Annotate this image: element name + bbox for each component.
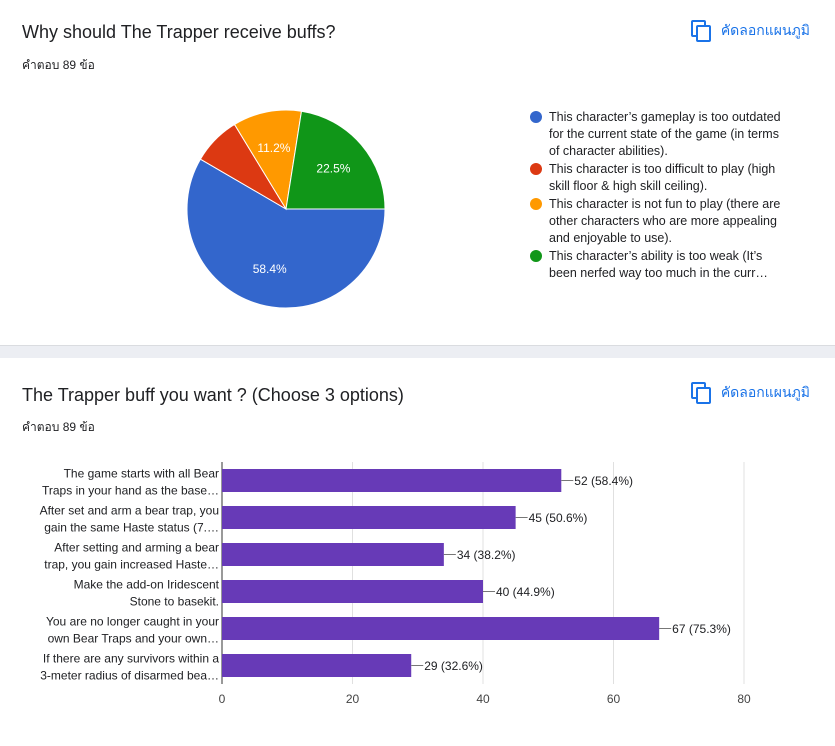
- card-divider: [0, 345, 835, 358]
- legend-item: This character’s ability is too weak (It…: [530, 248, 785, 282]
- question-title: Why should The Trapper receive buffs?: [22, 22, 336, 42]
- response-count: คำตอบ 89 ข้อ: [22, 420, 95, 434]
- category-label: own Bear Traps and your own…: [48, 632, 219, 646]
- legend-item: This character’s gameplay is too outdate…: [530, 109, 785, 160]
- bar-value-label: 34 (38.2%): [457, 548, 516, 562]
- category-label: Traps in your hand as the base…: [42, 484, 219, 498]
- legend-label: This character is not fun to play (there…: [549, 197, 781, 245]
- bar-value-label: 52 (58.4%): [574, 474, 633, 488]
- question-title: The Trapper buff you want ? (Choose 3 op…: [22, 385, 404, 405]
- x-tick-label: 20: [346, 692, 360, 706]
- category-label: If there are any survivors within a: [43, 652, 219, 666]
- bar-value-label: 67 (75.3%): [672, 622, 731, 636]
- legend-dot-blue: [530, 111, 542, 123]
- bar-value-label: 40 (44.9%): [496, 585, 555, 599]
- bar: [222, 469, 562, 492]
- category-label: trap, you gain increased Haste…: [44, 558, 219, 572]
- bar: [222, 506, 516, 529]
- bar-chart: 0 20 40 60 80 52 (58.4%) The game starts with …: [40, 462, 751, 706]
- copy-icon: [690, 382, 711, 404]
- category-label: Make the add-on Iridescent: [74, 578, 220, 592]
- pie-slice: [233, 109, 303, 211]
- pie-slice-label: 58.4%: [253, 262, 287, 276]
- pie-legend: This character’s gameplay is too outdate…: [530, 109, 785, 283]
- copy-chart-label: คัดลอกแผนภูมิ: [720, 22, 810, 38]
- bar: [222, 580, 483, 603]
- x-tick-label: 80: [737, 692, 751, 706]
- legend-label: This character’s gameplay is too outdate…: [549, 110, 781, 158]
- bar-value-label: 45 (50.6%): [529, 511, 588, 525]
- category-label: After set and arm a bear trap, you: [40, 504, 219, 518]
- category-label: Stone to basekit.: [130, 595, 219, 609]
- pie-slice: [186, 158, 386, 309]
- response-count: คำตอบ 89 ข้อ: [22, 58, 95, 72]
- question-card-1: Why should The Trapper receive buffs? คำ…: [0, 0, 835, 345]
- copy-chart-button[interactable]: คัดลอกแผนภูมิ: [690, 20, 810, 42]
- x-tick-label: 40: [476, 692, 490, 706]
- bar: [222, 543, 444, 566]
- category-label: gain the same Haste status (7.…: [44, 521, 219, 535]
- category-label: After setting and arming a bear: [54, 541, 219, 555]
- category-label: 3-meter radius of disarmed bea…: [40, 669, 219, 683]
- legend-item: This character is too difficult to play …: [530, 161, 785, 195]
- x-tick-label: 0: [219, 692, 226, 706]
- category-label: The game starts with all Bear: [64, 467, 219, 481]
- legend-item: This character is not fun to play (there…: [530, 196, 785, 247]
- pie-chart: 58.4% 11.2% 22.5%: [186, 109, 386, 309]
- bar-value-label: 29 (32.6%): [424, 659, 483, 673]
- copy-icon: [690, 20, 711, 42]
- legend-dot-orange: [530, 198, 542, 210]
- pie-slice-label: 22.5%: [316, 161, 350, 175]
- x-tick-label: 60: [607, 692, 621, 706]
- pie-slice-label: 11.2%: [257, 141, 290, 155]
- legend-label: This character is too difficult to play …: [549, 162, 776, 193]
- legend-dot-red: [530, 163, 542, 175]
- bar: [222, 654, 412, 677]
- legend-dot-green: [530, 250, 542, 262]
- pie-slice: [285, 110, 386, 210]
- copy-chart-button[interactable]: คัดลอกแผนภูมิ: [690, 382, 810, 404]
- copy-chart-label: คัดลอกแผนภูมิ: [720, 384, 810, 400]
- bar: [222, 617, 660, 640]
- legend-label: This character’s ability is too weak (It…: [549, 249, 768, 280]
- category-label: You are no longer caught in your: [46, 615, 219, 629]
